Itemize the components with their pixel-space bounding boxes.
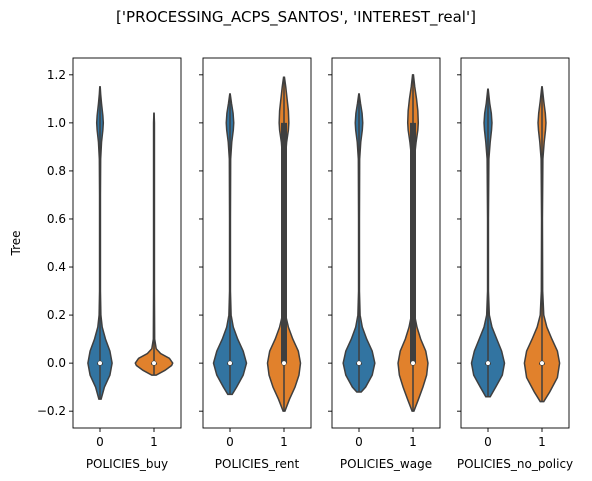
y-tick-label: 0.2 xyxy=(47,308,66,322)
x-tick-label: 0 xyxy=(96,435,104,449)
y-tick-label: 0.0 xyxy=(47,356,66,370)
y-tick-label: 0.8 xyxy=(47,164,66,178)
y-tick-label: 0.6 xyxy=(47,212,66,226)
x-axis-label: POLICIES_rent xyxy=(215,457,300,471)
violin-median xyxy=(539,360,545,366)
x-axis-label: POLICIES_no_policy xyxy=(457,457,573,471)
panel-2: 0 1 POLICIES_rent xyxy=(199,57,312,471)
axes-frame xyxy=(202,57,312,429)
y-tick-label: −0.2 xyxy=(37,404,66,418)
axes-frame xyxy=(460,57,570,429)
x-tick-label: 1 xyxy=(538,435,546,449)
violin-median xyxy=(151,360,157,366)
violin-median xyxy=(227,360,233,366)
y-tick-label: 0.4 xyxy=(47,260,66,274)
panel-1: −0.2 0.0 0.2 0.4 0.6 0.8 1.0 1.2 0 1 POLICIES_buy xyxy=(37,57,182,471)
y-tick-label: 1.2 xyxy=(47,68,66,82)
violin-median xyxy=(410,360,416,366)
violin-median xyxy=(356,360,362,366)
panel-3: 0 1 POLICIES_wage xyxy=(328,57,441,471)
violin-box xyxy=(410,122,416,364)
x-tick-label: 0 xyxy=(226,435,234,449)
x-tick-label: 1 xyxy=(280,435,288,449)
x-tick-label: 1 xyxy=(150,435,158,449)
panel-4: 0 1 POLICIES_no_policy xyxy=(457,57,573,471)
axes-frame xyxy=(72,57,182,429)
violin-median xyxy=(281,360,287,366)
y-axis-label: Tree xyxy=(9,230,23,256)
figure-title: ['PROCESSING_ACPS_SANTOS', 'INTEREST_rea… xyxy=(116,8,476,27)
violin-median xyxy=(97,360,103,366)
violin-median xyxy=(485,360,491,366)
panels-group: −0.2 0.0 0.2 0.4 0.6 0.8 1.0 1.2 0 1 POLICIES_buy 0… xyxy=(37,57,573,471)
x-axis-label: POLICIES_buy xyxy=(86,457,168,471)
axes-frame xyxy=(331,57,441,429)
x-tick-label: 1 xyxy=(409,435,417,449)
y-tick-label: 1.0 xyxy=(47,116,66,130)
x-tick-label: 0 xyxy=(355,435,363,449)
x-tick-label: 0 xyxy=(484,435,492,449)
violin-box xyxy=(281,122,287,364)
x-axis-label: POLICIES_wage xyxy=(340,457,432,471)
